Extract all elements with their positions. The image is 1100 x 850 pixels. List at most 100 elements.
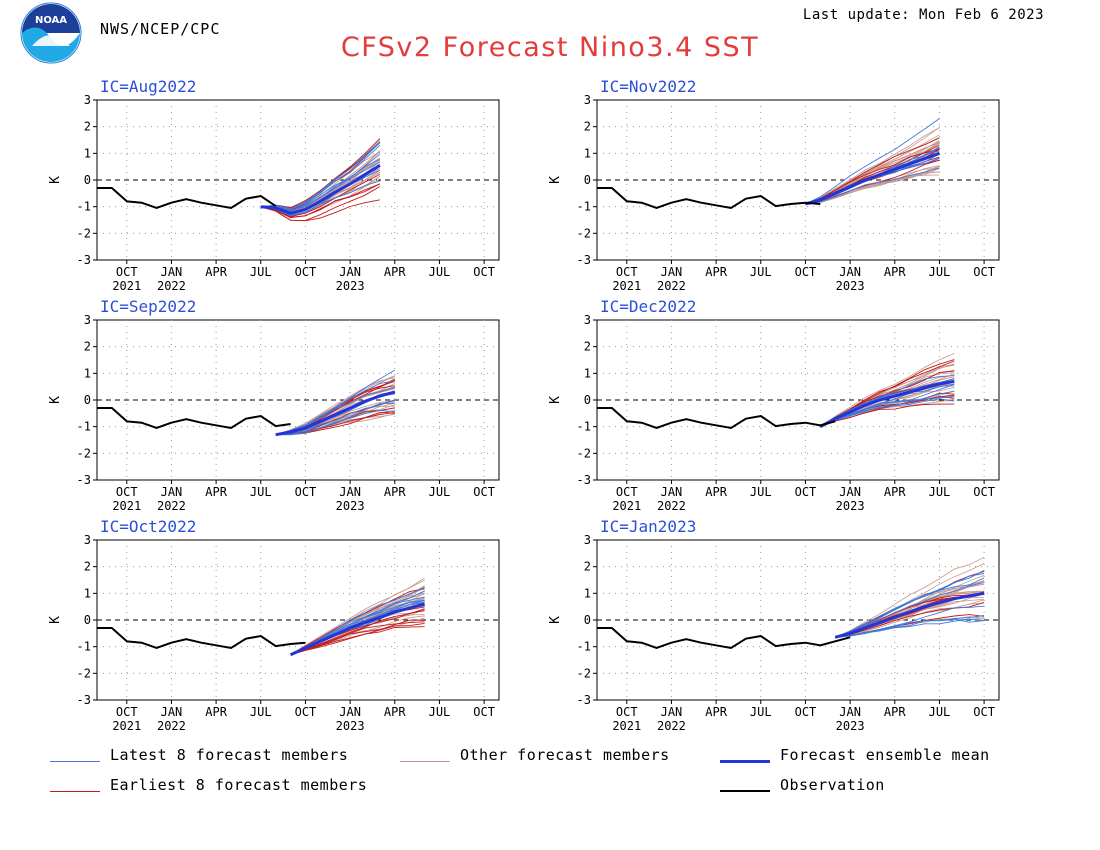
ensemble-mean-line [834,591,985,639]
earliest-member-line [260,186,381,221]
other-member-line [820,353,955,428]
y-tick-label: -2 [77,226,91,240]
x-tick-label: OCT [473,485,495,499]
x-tick-label: JAN [839,265,861,279]
x-tick-label: JUL [429,485,451,499]
latest-member-line [275,380,395,436]
x-tick-year-label: 2023 [836,499,865,513]
x-tick-year-label: 2021 [612,499,641,513]
x-tick-label: JUL [750,485,772,499]
x-tick-label: APR [705,485,727,499]
y-tick-label: -2 [77,666,91,680]
y-tick-label: 0 [584,613,591,627]
y-tick-label: -2 [577,666,591,680]
x-tick-label: OCT [473,705,495,719]
latest-member-line [835,605,985,638]
y-axis-label: K [48,396,63,404]
x-tick-year-label: 2023 [336,499,365,513]
x-tick-label: JUL [429,705,451,719]
other-member-line [820,363,955,428]
x-tick-label: OCT [795,265,817,279]
y-tick-label: -1 [577,420,591,434]
x-tick-label: JUL [929,265,951,279]
observation-line [597,627,851,650]
x-tick-label: APR [705,265,727,279]
y-tick-label: 3 [584,313,591,327]
latest-member-line [805,167,940,205]
y-tick-label: 0 [584,393,591,407]
x-tick-label: OCT [616,485,638,499]
y-tick-label: -3 [577,693,591,707]
latest-member-line [275,402,395,436]
y-axis-label: K [548,176,563,184]
x-tick-label: OCT [116,265,138,279]
y-tick-label: 3 [84,533,91,547]
y-tick-label: -1 [77,200,91,214]
y-tick-label: 0 [84,393,91,407]
ensemble-mean-line [819,379,955,429]
ic-label: IC=Oct2022 [100,517,196,536]
latest-member-line [275,410,395,436]
x-tick-label: JAN [661,265,683,279]
y-tick-label: -3 [77,473,91,487]
x-tick-label: JAN [839,485,861,499]
y-tick-label: -3 [77,693,91,707]
x-tick-label: APR [884,265,906,279]
x-tick-label: OCT [795,705,817,719]
y-tick-label: 1 [84,366,91,380]
x-tick-year-label: 2023 [336,279,365,293]
other-member-line [275,375,395,436]
ic-label: IC=Aug2022 [100,77,196,96]
x-tick-label: OCT [973,705,995,719]
observation-line [97,627,306,650]
y-tick-label: 1 [84,146,91,160]
x-tick-label: APR [205,265,227,279]
earliest-member-line [290,608,425,656]
x-tick-label: APR [205,705,227,719]
earliest-member-line [290,588,425,656]
observation-line [97,187,277,210]
y-tick-label: 2 [84,120,91,134]
y-tick-label: -2 [577,226,591,240]
x-tick-year-label: 2023 [836,279,865,293]
y-tick-label: 0 [584,173,591,187]
other-member-line [835,617,985,638]
x-tick-label: APR [205,485,227,499]
logo-text: NOAA [35,15,67,26]
last-update-label: Last update: Mon Feb 6 2023 [802,7,1044,23]
x-tick-label: JUL [429,265,451,279]
y-tick-label: -1 [77,420,91,434]
y-tick-label: -1 [577,640,591,654]
ensemble-mean-line [275,390,396,437]
x-tick-year-label: 2021 [612,279,641,293]
ic-label: IC=Nov2022 [600,77,696,96]
y-tick-label: -2 [577,446,591,460]
earliest-member-line [260,174,381,218]
ic-label: IC=Sep2022 [100,297,196,316]
x-tick-label: OCT [795,485,817,499]
x-tick-year-label: 2021 [112,279,141,293]
x-tick-label: OCT [295,265,317,279]
y-tick-label: 3 [84,313,91,327]
y-tick-label: -2 [77,446,91,460]
y-tick-label: 1 [584,146,591,160]
observation-line [597,407,836,430]
x-tick-year-label: 2022 [157,499,186,513]
x-tick-label: JUL [250,485,272,499]
y-tick-label: -1 [577,200,591,214]
y-tick-label: -3 [577,253,591,267]
latest-member-line [820,398,955,428]
x-tick-label: JAN [161,265,183,279]
x-tick-year-label: 2021 [112,719,141,733]
other-member-line [805,167,940,205]
y-axis-label: K [48,176,63,184]
x-tick-year-label: 2022 [157,279,186,293]
x-tick-label: JAN [339,705,361,719]
y-tick-label: 2 [584,560,591,574]
x-tick-label: APR [884,705,906,719]
x-tick-label: JAN [161,705,183,719]
